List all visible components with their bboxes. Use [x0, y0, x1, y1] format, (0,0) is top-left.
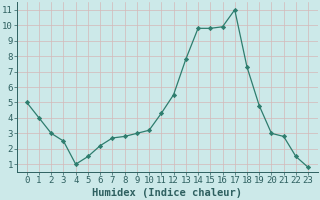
X-axis label: Humidex (Indice chaleur): Humidex (Indice chaleur) [92, 188, 243, 198]
